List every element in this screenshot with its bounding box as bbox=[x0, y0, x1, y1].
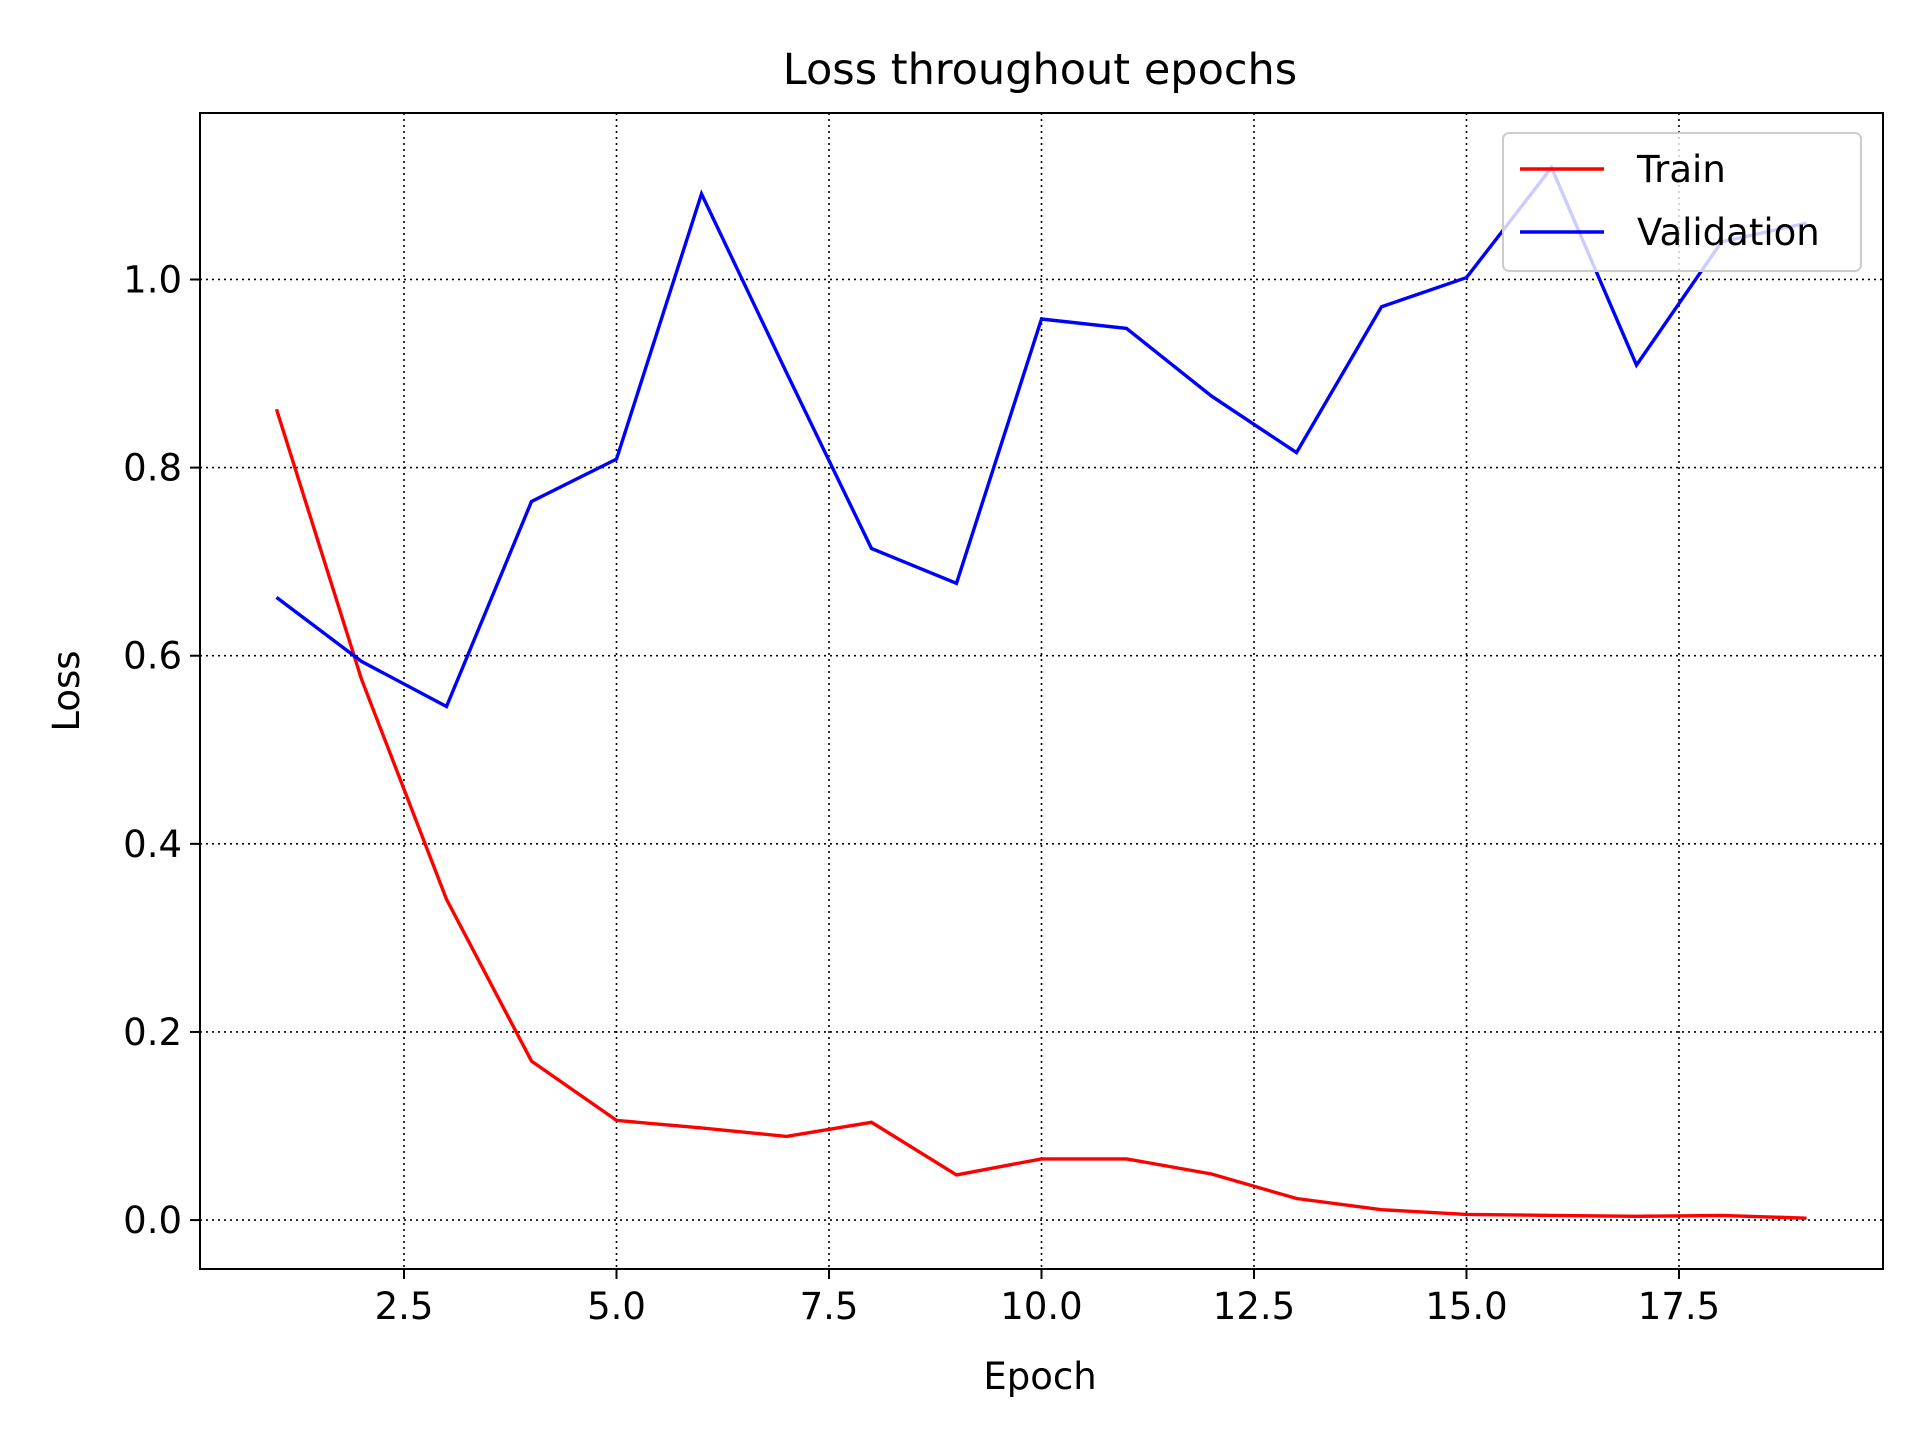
legend: Train Validation bbox=[1502, 132, 1862, 272]
y-tick-label: 1.0 bbox=[123, 258, 182, 301]
series-line-train bbox=[274, 408, 1807, 1220]
y-tick-label: 0.0 bbox=[123, 1199, 182, 1242]
x-axis-label: Epoch bbox=[983, 1355, 1096, 1398]
axis-ticks: 2.5 5.0 7.5 10.0 12.5 15.0 17.5 0.0 0.2 0.4 0.6 0.8… bbox=[123, 258, 1720, 1328]
x-tick-label: 12.5 bbox=[1213, 1285, 1295, 1328]
x-tick-label: 17.5 bbox=[1638, 1285, 1720, 1328]
x-tick-label: 15.0 bbox=[1425, 1285, 1507, 1328]
legend-label-validation: Validation bbox=[1637, 211, 1820, 254]
y-tick-label: 0.8 bbox=[123, 447, 182, 490]
y-axis-label: Loss bbox=[45, 650, 88, 731]
x-tick-label: 10.0 bbox=[1000, 1285, 1082, 1328]
chart-title: Loss throughout epochs bbox=[783, 45, 1297, 95]
y-tick-label: 0.6 bbox=[123, 635, 182, 678]
y-tick-label: 0.4 bbox=[123, 823, 182, 866]
x-tick-label: 7.5 bbox=[800, 1285, 859, 1328]
legend-label-train: Train bbox=[1636, 148, 1726, 191]
x-tick-label: 2.5 bbox=[375, 1285, 434, 1328]
grid-lines bbox=[200, 113, 1883, 1269]
x-tick-label: 5.0 bbox=[587, 1285, 646, 1328]
y-tick-label: 0.2 bbox=[123, 1011, 182, 1054]
